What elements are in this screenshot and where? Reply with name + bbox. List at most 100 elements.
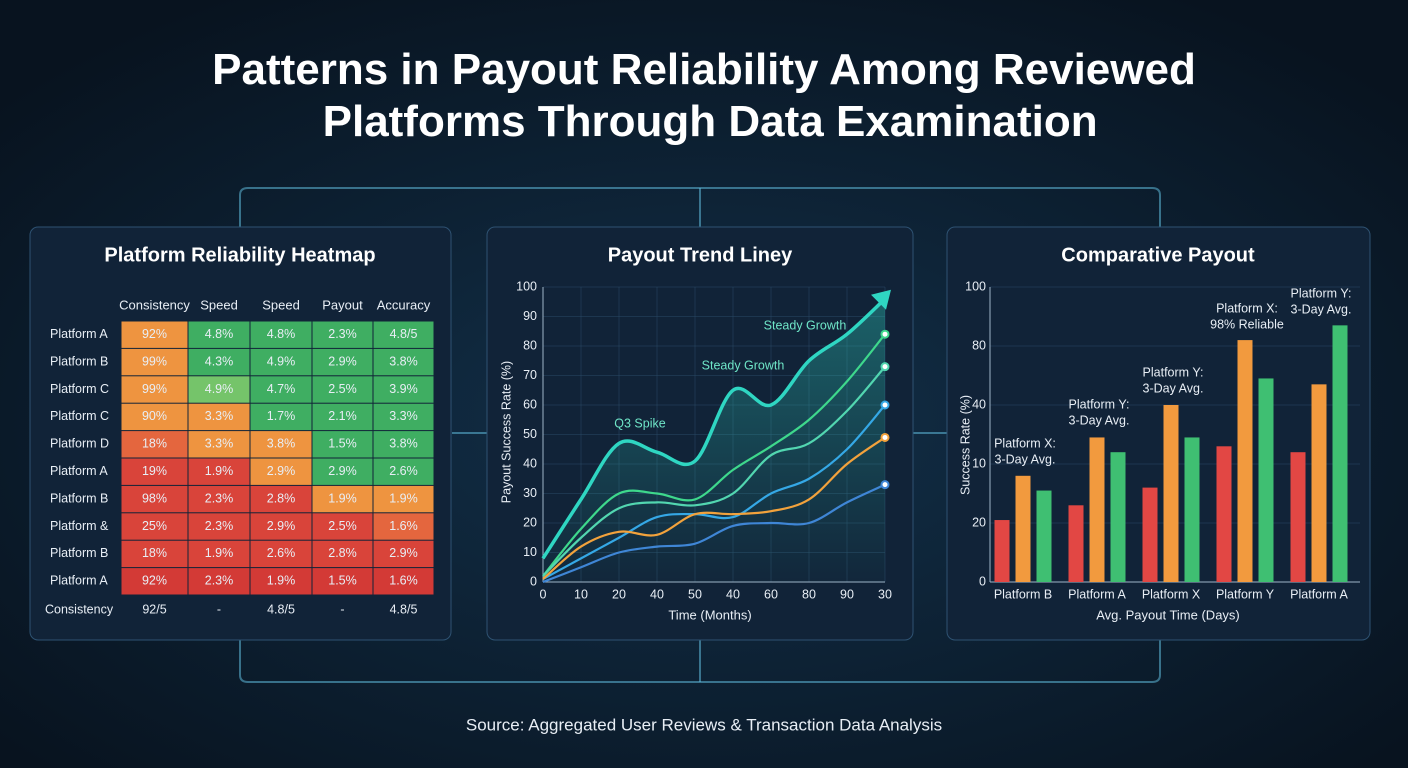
heatmap-cell [373, 458, 434, 485]
cell-value: 1.9% [205, 464, 234, 478]
footer-value: 92/5 [142, 602, 166, 616]
cell-value: 2.5% [328, 519, 357, 533]
cell-value: 1.5% [328, 437, 357, 451]
y-tick-label: 0 [979, 574, 986, 588]
heatmap-cell [250, 431, 312, 458]
y-tick-label: 90 [523, 309, 537, 323]
cell-value: 1.5% [328, 574, 357, 588]
heatmap-cell [250, 403, 312, 431]
heatmap-cell [373, 348, 434, 376]
annotation: Platform X: [994, 436, 1056, 450]
heatmap-cell [188, 431, 250, 458]
cell-value: 92% [142, 327, 167, 341]
cell-value: 4.8% [205, 327, 234, 341]
end-point [880, 400, 890, 410]
annotation: Platform Y: [1143, 365, 1204, 379]
cell-value: 98% [142, 491, 167, 505]
y-tick-label: 0 [530, 574, 537, 588]
line [542, 483, 886, 584]
heatmap-cell [121, 568, 188, 595]
heatmap-cell [121, 403, 188, 431]
heatmap-cell [188, 513, 250, 540]
cell-value: 4.3% [205, 354, 234, 368]
y-tick-label: 20 [523, 515, 537, 529]
x-tick-label: Platform Y [1216, 587, 1275, 601]
arrow-head [871, 289, 891, 310]
cell-value: 2.1% [328, 409, 357, 423]
line [542, 404, 886, 581]
y-axis-label: Success Rate (%) [958, 395, 972, 495]
heatmap-cell [250, 376, 312, 403]
cell-value: 18% [142, 546, 167, 560]
heatmap-cell [373, 513, 434, 540]
heatmap-cell [121, 431, 188, 458]
cell-value: 3.8% [267, 437, 296, 451]
bar [1163, 405, 1179, 582]
heatmap-cell [250, 485, 312, 513]
y-tick-label: 80 [523, 338, 537, 352]
heatmap-cell [250, 540, 312, 568]
y-tick-label: 10 [523, 545, 537, 559]
heatmap-cell [188, 485, 250, 513]
y-tick-label: 80 [972, 338, 986, 352]
end-point [880, 329, 890, 339]
cell-value: 3.9% [389, 382, 418, 396]
y-tick-label: 10 [972, 456, 986, 470]
heatmap-cell [188, 403, 250, 431]
bar [1110, 452, 1126, 582]
heatmap-cell [250, 513, 312, 540]
bar [1332, 325, 1348, 582]
cell-value: 2.9% [328, 464, 357, 478]
heatmap-cell [121, 376, 188, 403]
heatmap-cell [312, 485, 373, 513]
cell-value: 2.3% [205, 491, 234, 505]
column-header: Accuracy [377, 297, 431, 312]
bar [1015, 475, 1031, 582]
cell-value: 1.9% [267, 574, 296, 588]
heatmap-cell [373, 403, 434, 431]
end-point [880, 362, 890, 372]
x-tick-label: 0 [540, 587, 547, 601]
cell-value: 3.8% [389, 354, 418, 368]
cell-value: 2.8% [328, 546, 357, 560]
heatmap-cell [312, 431, 373, 458]
cell-value: 92% [142, 574, 167, 588]
title-line: Patterns in Payout Reliability Among Rev… [212, 45, 1196, 146]
bar [1258, 378, 1274, 582]
annotation: Platform Y: [1069, 397, 1130, 411]
bar [1068, 505, 1084, 582]
annotation: 3-Day Avg. [1143, 381, 1204, 395]
y-tick-label: 70 [523, 368, 537, 382]
heatmap-cell [188, 540, 250, 568]
cell-value: 1.9% [205, 546, 234, 560]
x-tick-label: Platform X [1142, 587, 1201, 601]
row-label: Platform C [50, 382, 109, 396]
heatmap-cell [121, 540, 188, 568]
heatmap-cell [373, 376, 434, 403]
cell-value: 4.8% [267, 327, 296, 341]
panel-title: Platform Reliability Heatmap [104, 244, 375, 266]
heatmap-cell [373, 431, 434, 458]
heatmap-cell [250, 568, 312, 595]
bar [1290, 452, 1306, 582]
x-tick-label: 90 [840, 587, 854, 601]
cell-value: 2.8% [267, 491, 296, 505]
cell-value: 90% [142, 409, 167, 423]
y-tick-label: 20 [972, 515, 986, 529]
heatmap-cell [188, 348, 250, 376]
row-label: Platform A [50, 327, 108, 341]
cell-value: 1.9% [389, 491, 418, 505]
heatmap-cell [373, 321, 434, 348]
row-label: Platform D [50, 437, 109, 451]
cell-value: 2.9% [267, 519, 296, 533]
bar [1237, 340, 1253, 582]
heatmap-cell [188, 376, 250, 403]
annotation: 3-Day Avg. [995, 452, 1056, 466]
area [543, 298, 885, 582]
cell-value: 2.9% [267, 464, 296, 478]
heatmap-cell [121, 458, 188, 485]
row-label: Platform A [50, 464, 108, 478]
y-axis-label: Payout Success Rate (%) [499, 361, 513, 503]
annotation: Q3 Spike [614, 416, 665, 430]
